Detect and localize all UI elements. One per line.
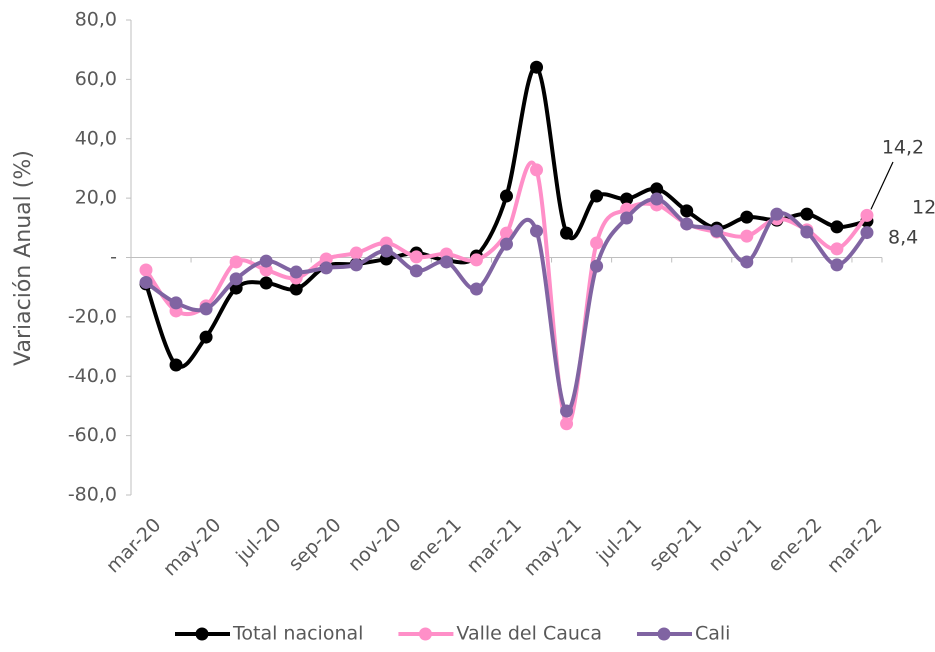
data-point xyxy=(409,264,423,278)
x-tick-label: mar-20 xyxy=(102,514,165,577)
legend-marker xyxy=(657,627,671,641)
data-point xyxy=(620,192,634,206)
data-point xyxy=(199,330,213,344)
x-tick-label: sep-21 xyxy=(645,514,706,575)
data-point xyxy=(740,210,754,224)
data-point xyxy=(740,229,754,243)
data-point xyxy=(560,404,574,418)
y-tick-label: -60,0 xyxy=(68,424,117,446)
data-point xyxy=(830,258,844,272)
leader-line xyxy=(870,161,894,210)
data-point xyxy=(740,255,754,269)
data-label: 12,3 xyxy=(912,197,935,219)
x-tick-label: mar-22 xyxy=(823,514,886,577)
data-point xyxy=(499,226,513,240)
data-point xyxy=(229,255,243,269)
data-point xyxy=(469,282,483,296)
data-point xyxy=(259,254,273,268)
data-point xyxy=(860,226,874,240)
legend-label: Cali xyxy=(695,623,730,645)
data-point xyxy=(830,242,844,256)
data-point xyxy=(379,244,393,258)
data-point xyxy=(530,60,544,74)
data-point xyxy=(469,253,483,267)
data-point xyxy=(800,207,814,221)
x-tick-label: jul-20 xyxy=(231,514,285,568)
data-point xyxy=(289,265,303,279)
x-tick-label: mar-21 xyxy=(462,514,525,577)
data-label: 14,2 xyxy=(882,137,924,159)
y-tick-label: -40,0 xyxy=(68,365,117,387)
y-tick-label: 20,0 xyxy=(75,187,117,209)
x-tick-label: ene-21 xyxy=(403,514,466,577)
data-point xyxy=(710,224,724,238)
y-axis-label: Variación Anual (%) xyxy=(11,150,36,366)
data-point xyxy=(349,246,363,260)
legend-item: Cali xyxy=(636,623,730,645)
data-point xyxy=(259,263,273,277)
series-line xyxy=(144,65,868,369)
legend-marker xyxy=(195,627,209,641)
data-point xyxy=(199,302,213,316)
legend-label: Valle del Cauca xyxy=(456,623,602,645)
data-point xyxy=(229,272,243,286)
data-point xyxy=(259,276,273,290)
data-point xyxy=(169,358,183,372)
y-tick-label: - xyxy=(110,246,117,268)
data-point xyxy=(409,250,423,264)
data-point xyxy=(139,275,153,289)
data-point xyxy=(620,211,634,225)
data-point xyxy=(530,224,544,238)
data-point xyxy=(560,417,574,431)
y-tick-label: -80,0 xyxy=(68,484,117,506)
x-tick-label: may-21 xyxy=(519,514,586,581)
data-point xyxy=(319,252,333,266)
data-point xyxy=(860,208,874,222)
x-tick-label: jul-21 xyxy=(592,514,646,568)
x-tick-label: may-20 xyxy=(159,514,226,581)
y-tick-label: -20,0 xyxy=(68,305,117,327)
data-point xyxy=(289,282,303,296)
y-tick-label: 80,0 xyxy=(75,9,117,31)
data-point xyxy=(530,163,544,177)
legend-item: Valle del Cauca xyxy=(398,623,602,645)
data-point xyxy=(800,225,814,239)
x-tick-label: sep-20 xyxy=(284,514,345,575)
series-line xyxy=(144,160,869,427)
x-tick-label: nov-21 xyxy=(704,514,766,576)
x-tick-label: ene-22 xyxy=(764,514,827,577)
data-point xyxy=(439,255,453,269)
data-point xyxy=(680,217,694,231)
data-point xyxy=(680,204,694,218)
data-point xyxy=(770,207,784,221)
data-label: 8,4 xyxy=(888,227,918,249)
y-tick-label: 40,0 xyxy=(75,127,117,149)
legend-marker xyxy=(418,627,432,641)
data-point xyxy=(590,236,604,250)
data-point xyxy=(349,258,363,272)
data-point xyxy=(169,296,183,310)
data-point xyxy=(650,192,664,206)
data-point xyxy=(560,226,574,240)
y-tick-label: 60,0 xyxy=(75,68,117,90)
data-point xyxy=(650,182,664,196)
legend-label: Total nacional xyxy=(232,623,363,645)
data-point xyxy=(590,189,604,203)
x-tick-label: nov-20 xyxy=(344,514,406,576)
data-point xyxy=(319,261,333,275)
data-point xyxy=(499,237,513,251)
data-point xyxy=(590,259,604,273)
data-point xyxy=(139,263,153,277)
data-point xyxy=(499,189,513,203)
data-point xyxy=(830,220,844,234)
data-point xyxy=(229,281,243,295)
legend-item: Total nacional xyxy=(175,623,363,645)
